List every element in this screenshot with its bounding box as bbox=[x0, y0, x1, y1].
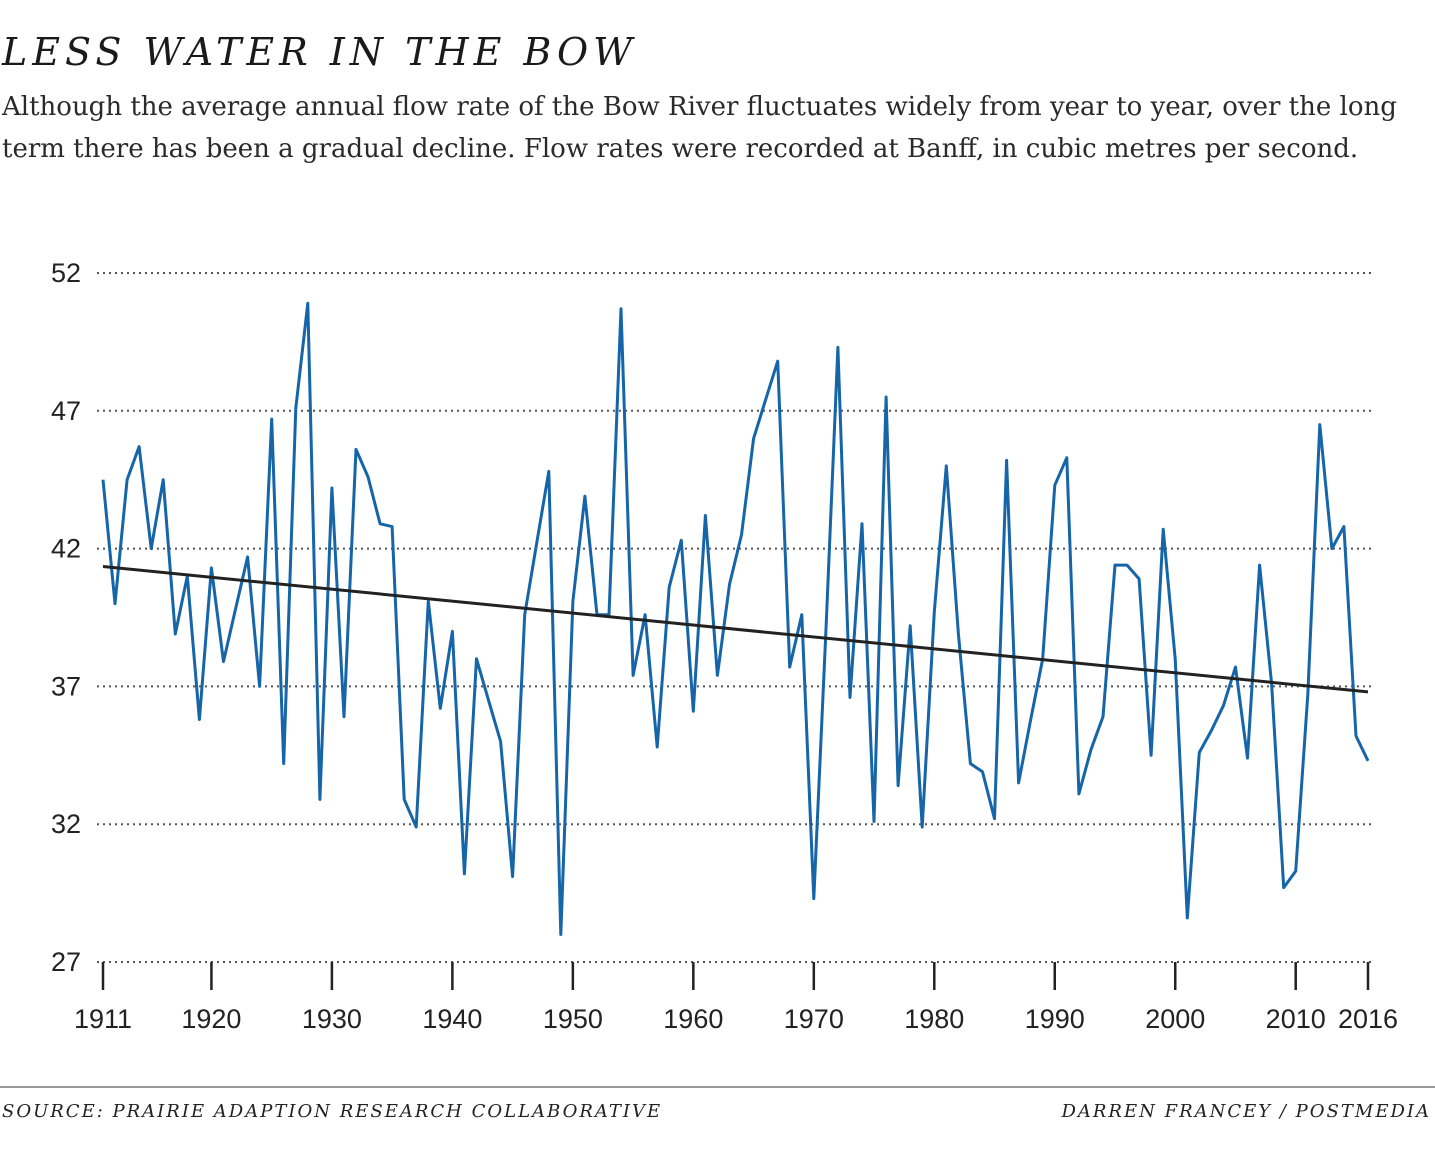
trend-line bbox=[102, 565, 1369, 694]
x-tick-label-1930: 1930 bbox=[302, 1004, 362, 1034]
y-tick-label-52: 52 bbox=[51, 258, 81, 288]
x-tick-label-1940: 1940 bbox=[422, 1004, 482, 1034]
chart-title: LESS WATER IN THE BOW bbox=[2, 30, 638, 74]
y-tick-label-27: 27 bbox=[51, 947, 81, 977]
x-tick-label-1970: 1970 bbox=[784, 1004, 844, 1034]
y-tick-label-42: 42 bbox=[51, 534, 81, 564]
x-tick-label-1911: 1911 bbox=[74, 1004, 132, 1034]
x-tick-label-1960: 1960 bbox=[663, 1004, 723, 1034]
x-tick-label-1950: 1950 bbox=[543, 1004, 603, 1034]
x-tick-label-1990: 1990 bbox=[1025, 1004, 1085, 1034]
x-tick-label-2016: 2016 bbox=[1338, 1004, 1398, 1034]
footer-divider bbox=[0, 1086, 1435, 1088]
x-tick-label-1980: 1980 bbox=[904, 1004, 964, 1034]
grid-lines bbox=[97, 272, 1372, 963]
x-axis: 1911 1920 1930 1940 1950 1960 1970 1980 1990 2000… bbox=[74, 962, 1398, 1034]
line-chart: 52 47 42 37 32 27 1911 1920 1930 1940 1950 1960 197… bbox=[51, 258, 1398, 1034]
y-tick-label-32: 32 bbox=[51, 809, 81, 839]
x-tick-label-1920: 1920 bbox=[181, 1004, 241, 1034]
author-credit: DARREN FRANCEY / POSTMEDIA bbox=[1061, 1101, 1431, 1122]
y-axis-tick-labels: 52 47 42 37 32 27 bbox=[51, 258, 81, 977]
source-credit: SOURCE: PRAIRIE ADAPTION RESEARCH COLLAB… bbox=[2, 1101, 663, 1122]
chart-subtitle: Although the average annual flow rate of… bbox=[2, 92, 1397, 164]
x-tick-label-2010: 2010 bbox=[1266, 1004, 1326, 1034]
y-tick-label-47: 47 bbox=[51, 396, 81, 426]
flow-rate-line bbox=[101, 301, 1370, 936]
y-tick-label-37: 37 bbox=[51, 671, 81, 701]
series-lines bbox=[101, 301, 1370, 936]
x-tick-label-2000: 2000 bbox=[1145, 1004, 1205, 1034]
